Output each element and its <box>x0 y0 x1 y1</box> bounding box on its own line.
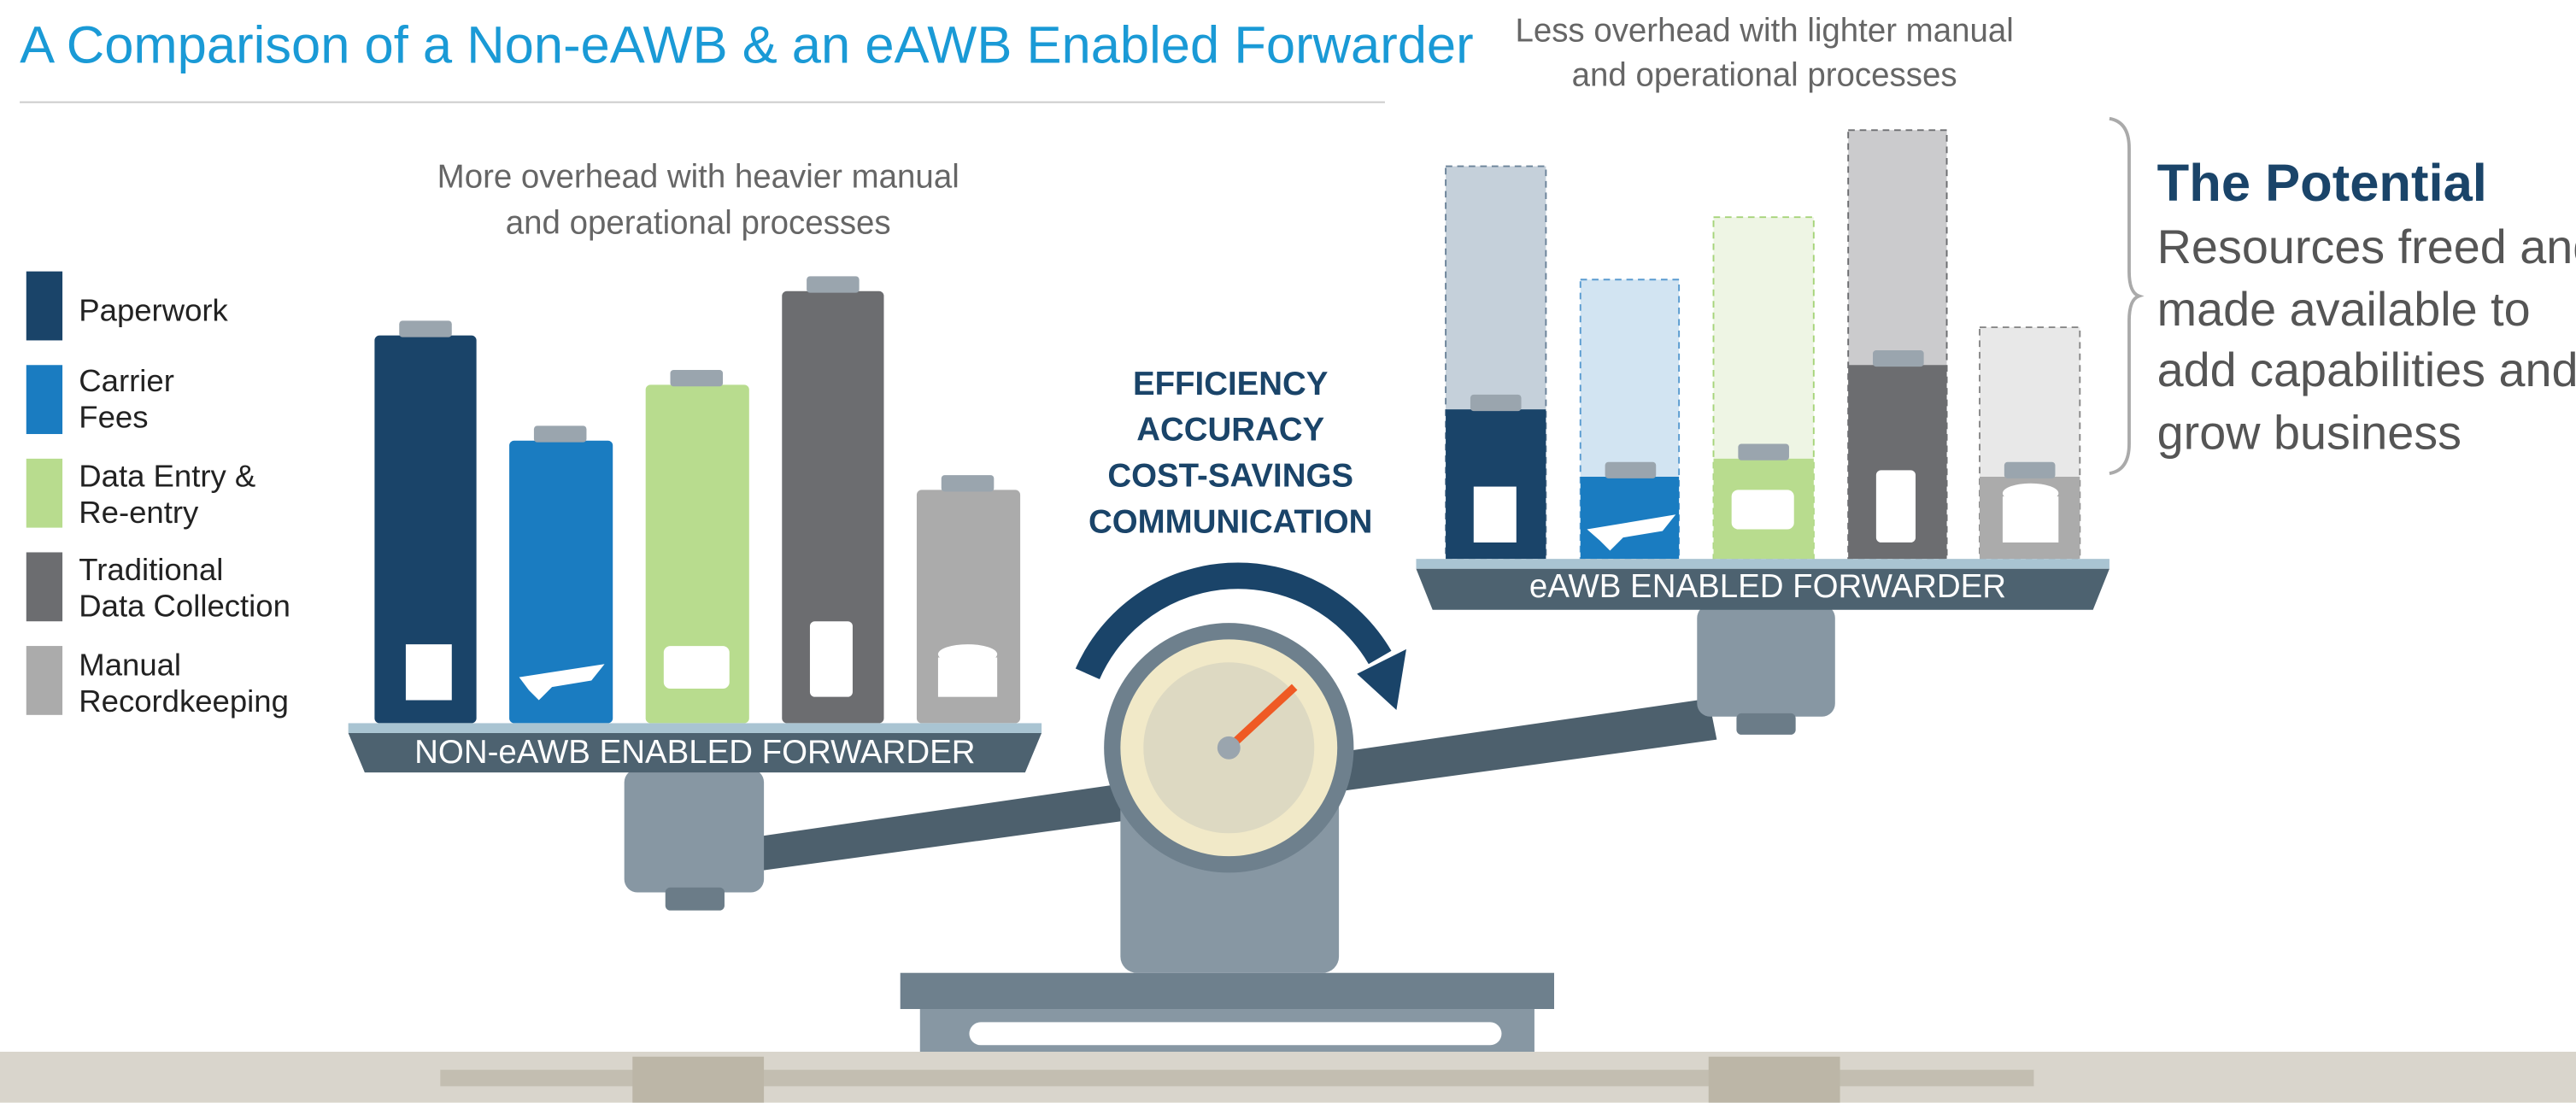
legend-swatch <box>26 365 62 434</box>
right-caption: and operational processes <box>1572 56 1957 93</box>
legend-label: Data Entry & <box>79 459 255 494</box>
benefit: ACCURACY <box>1136 412 1324 449</box>
benefit: COST-SAVINGS <box>1107 458 1353 495</box>
right-platform-label: eAWB ENABLED FORWARDER <box>1529 568 2006 605</box>
potential-line: made available to <box>2157 283 2531 336</box>
clip <box>671 370 724 386</box>
legend-label: Fees <box>79 399 148 434</box>
clip <box>2004 462 2056 478</box>
legend-swatch <box>26 272 62 341</box>
clip <box>399 320 452 337</box>
infographic: A Comparison of a Non-eAWB & an eAWB Ena… <box>0 0 2576 1103</box>
right-bars <box>1446 130 2080 559</box>
left-bars <box>374 276 1020 723</box>
legend-label: Recordkeeping <box>79 684 289 719</box>
benefit: EFFICIENCY <box>1133 366 1329 402</box>
tray <box>349 723 1042 733</box>
icon-db <box>2003 496 2058 543</box>
brace <box>2110 119 2139 473</box>
ground-block <box>1709 1057 1840 1103</box>
potential-line: Resources freed and <box>2157 220 2576 273</box>
legend-label: Re-entry <box>79 495 199 530</box>
benefit: COMMUNICATION <box>1088 503 1372 540</box>
clip <box>942 475 995 491</box>
legend-swatch <box>26 646 62 715</box>
left-post-foot <box>666 888 725 911</box>
clip <box>1738 444 1789 461</box>
gauge-pivot <box>1218 736 1241 760</box>
left-platform-label: NON-eAWB ENABLED FORWARDER <box>414 734 975 771</box>
clip <box>1470 395 1522 411</box>
icon-db <box>938 658 997 697</box>
right-caption: Less overhead with lighter manual <box>1515 12 2013 49</box>
base-slot <box>969 1022 1501 1045</box>
potential-line: grow business <box>2157 406 2462 459</box>
potential-heading: The Potential <box>2157 154 2487 213</box>
clip <box>534 425 587 442</box>
icon-paper <box>406 644 452 700</box>
legend-label: Carrier <box>79 363 174 398</box>
legend-label: Data Collection <box>79 588 290 623</box>
icon-chat <box>664 646 730 689</box>
legend-label: Traditional <box>79 552 223 587</box>
legend-swatch <box>26 459 62 528</box>
arrow-head <box>1357 649 1406 710</box>
left-caption: More overhead with heavier manual <box>437 159 959 196</box>
icon-chat <box>1732 490 1794 529</box>
clip <box>1873 350 1924 367</box>
left-caption: and operational processes <box>506 204 891 241</box>
title: A Comparison of a Non-eAWB & an eAWB Ena… <box>20 15 1474 74</box>
clip <box>807 276 860 292</box>
right-post-foot <box>1736 713 1795 735</box>
legend-label: Manual <box>79 648 181 683</box>
left-post <box>625 769 764 892</box>
legend-swatch <box>26 552 62 621</box>
icon-phone <box>810 621 853 696</box>
potential-line: add capabilities and <box>2157 343 2576 396</box>
icon-paper <box>1474 487 1517 543</box>
icon-phone <box>1876 470 1916 543</box>
clip <box>1605 462 1657 478</box>
ground-block <box>632 1057 764 1103</box>
legend: Paperwork Carrier Fees Data Entry & Re-e… <box>26 272 290 719</box>
legend-label: Paperwork <box>79 292 228 327</box>
right-post <box>1697 605 1835 717</box>
base <box>901 973 1554 1009</box>
